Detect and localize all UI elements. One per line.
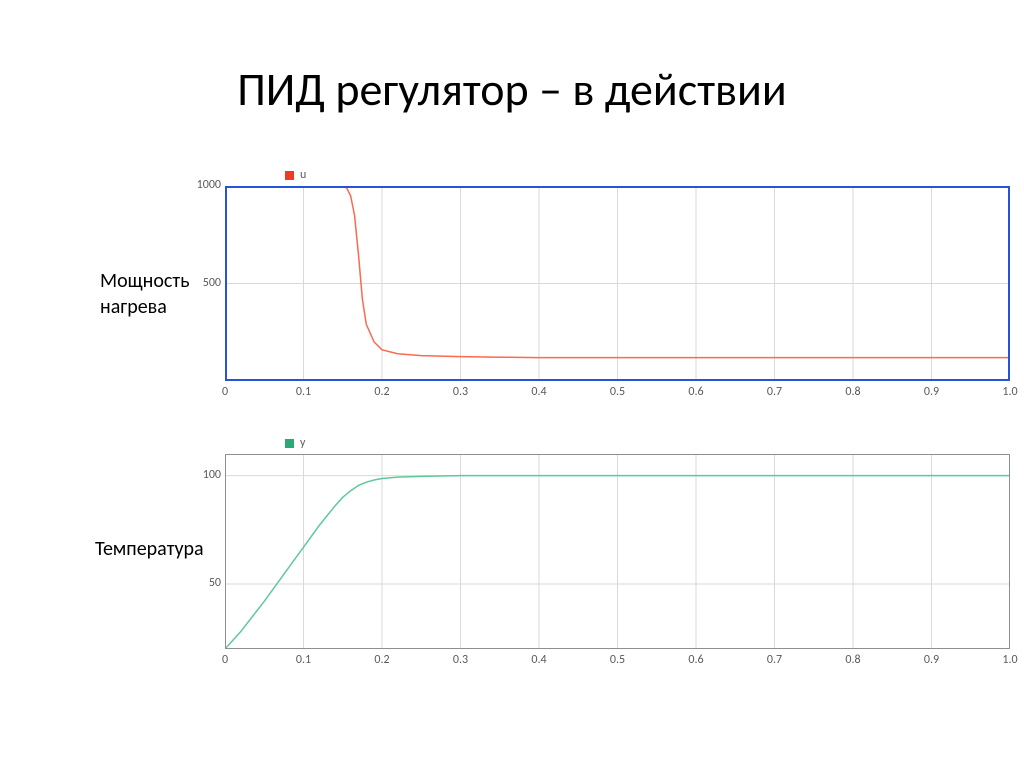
chart-temperature: y 00.10.20.30.40.50.60.70.80.91.050100 (225, 436, 1010, 649)
chart2-xtick: 1.0 (998, 653, 1022, 667)
chart-power: u 00.10.20.30.40.50.60.70.80.91.05001000 (225, 168, 1010, 381)
page-title: ПИД регулятор – в действии (0, 62, 1024, 118)
chart2-legend-swatch (285, 439, 294, 448)
chart1-plot: 00.10.20.30.40.50.60.70.80.91.05001000 (225, 186, 1010, 381)
chart1-xtick: 0 (213, 385, 237, 399)
chart1-legend-label: u (300, 168, 306, 182)
chart2-side-label: Температура (95, 536, 204, 562)
chart2-xtick: 0.6 (684, 653, 708, 667)
chart1-xtick: 1.0 (998, 385, 1022, 399)
chart2-ytick: 50 (187, 576, 221, 590)
chart2-ytick: 100 (187, 468, 221, 482)
chart1-xtick: 0.6 (684, 385, 708, 399)
chart2-xtick: 0 (213, 653, 237, 667)
chart1-xtick: 0.1 (292, 385, 316, 399)
chart2-plot: 00.10.20.30.40.50.60.70.80.91.050100 (225, 454, 1010, 649)
chart2-xtick: 0.7 (763, 653, 787, 667)
chart1-xtick: 0.2 (370, 385, 394, 399)
chart1-ytick: 1000 (187, 178, 221, 192)
chart1-ytick: 500 (187, 276, 221, 290)
chart1-legend: u (225, 168, 1010, 182)
chart2-legend: y (225, 436, 1010, 450)
chart1-xtick: 0.9 (920, 385, 944, 399)
chart2-xtick: 0.1 (292, 653, 316, 667)
chart2-xtick: 0.9 (920, 653, 944, 667)
chart1-xtick: 0.3 (449, 385, 473, 399)
chart2-legend-label: y (300, 436, 305, 450)
chart2-xtick: 0.3 (449, 653, 473, 667)
chart1-xtick: 0.8 (841, 385, 865, 399)
chart1-xtick: 0.7 (763, 385, 787, 399)
chart2-xtick: 0.4 (527, 653, 551, 667)
chart1-xtick: 0.4 (527, 385, 551, 399)
chart2-xtick: 0.2 (370, 653, 394, 667)
chart2-xtick: 0.5 (606, 653, 630, 667)
chart1-side-label: Мощностьнагрева (100, 268, 189, 320)
slide: ПИД регулятор – в действии Мощностьнагре… (0, 0, 1024, 767)
chart1-legend-swatch (285, 171, 294, 180)
chart1-xtick: 0.5 (606, 385, 630, 399)
chart2-xtick: 0.8 (841, 653, 865, 667)
